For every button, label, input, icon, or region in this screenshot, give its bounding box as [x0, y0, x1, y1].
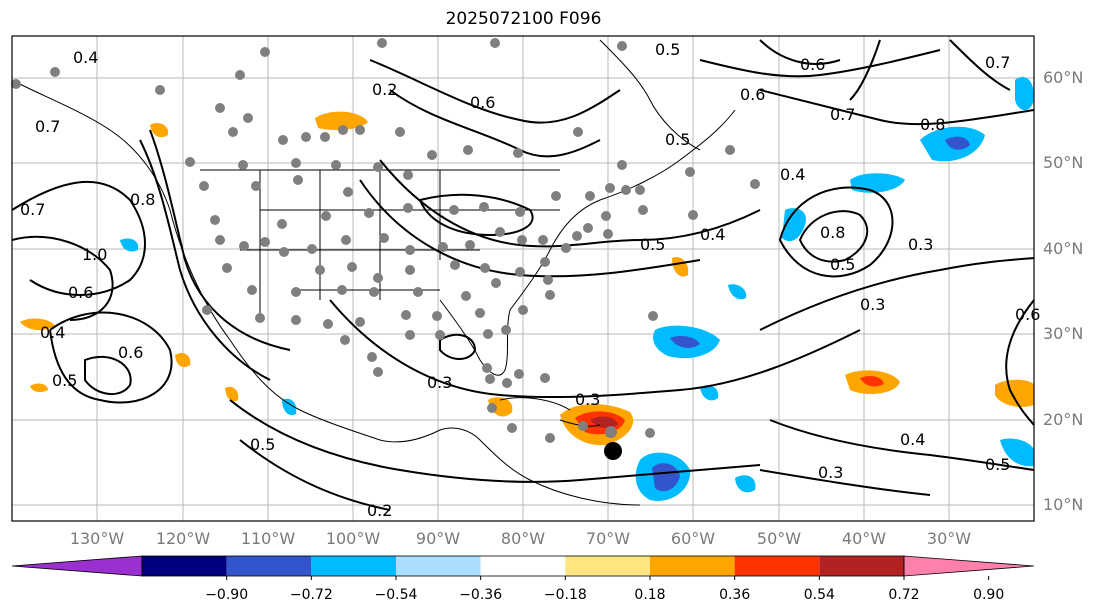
colorbar-extend-high [903, 555, 1035, 577]
colorbar-frame [141, 555, 905, 577]
contour-label: 1.0 [82, 245, 107, 264]
lon-label-80w: 80°W [500, 529, 546, 548]
contour-label: 0.2 [367, 501, 392, 520]
contour-label: 0.5 [640, 235, 665, 254]
lat-label-20n: 20°N [1043, 410, 1084, 429]
coastlines [11, 39, 736, 506]
contour-label: 0.4 [780, 165, 805, 184]
colorbar-segment [819, 556, 904, 576]
map-frame [11, 35, 1035, 522]
contour-label: 0.3 [575, 390, 600, 409]
station-markers [11, 38, 760, 443]
lon-label-40w: 40°W [841, 529, 887, 548]
contour-label: 0.4 [700, 225, 725, 244]
contour-label: 0.3 [860, 295, 885, 314]
contour-label: 0.7 [830, 105, 855, 124]
colorbar-tick-label: 0.90 [973, 587, 1005, 603]
lon-label-130w: 130°W [69, 529, 125, 548]
colorbar-segment [734, 556, 820, 576]
colorbar-tick-label: −0.18 [543, 587, 587, 603]
colorbar-segment [480, 556, 566, 576]
contour-label: 0.4 [900, 430, 925, 449]
contour-label: 0.7 [985, 53, 1010, 72]
lon-label-120w: 120°W [155, 529, 211, 548]
contour-label: 0.8 [130, 190, 155, 209]
lon-label-50w: 50°W [756, 529, 802, 548]
anomaly-shading [20, 76, 1035, 501]
contour-label: 0.6 [1015, 305, 1040, 324]
contour-label: 0.3 [818, 463, 843, 482]
lat-label-60n: 60°N [1043, 68, 1084, 87]
colorbar-segment [396, 556, 481, 576]
contour-label: 0.6 [740, 85, 765, 104]
lon-label-110w: 110°W [240, 529, 296, 548]
lat-label-50n: 50°N [1043, 153, 1084, 172]
contour-label: 0.6 [118, 343, 143, 362]
contour-label: 0.5 [665, 130, 690, 149]
contour-label: 0.3 [427, 373, 452, 392]
colorbar-segment [226, 556, 312, 576]
contour-label: 0.5 [985, 455, 1010, 474]
colorbar-tick-label: 0.36 [719, 587, 751, 603]
contour-lines [11, 39, 1035, 511]
contour-label: 0.3 [908, 235, 933, 254]
colorbar [11, 555, 1035, 580]
contour-label: 0.8 [820, 223, 845, 242]
contour-label: 0.8 [920, 115, 945, 134]
figure-title: 2025072100 F096 [445, 9, 602, 29]
colorbar-tick-label: 0.54 [803, 587, 835, 603]
contour-label: 0.5 [830, 255, 855, 274]
storm-station-marker [605, 426, 617, 438]
colorbar-segment [142, 556, 227, 576]
contour-label: 0.6 [470, 93, 495, 112]
contour-label: 0.4 [73, 48, 98, 67]
lat-label-40n: 40°N [1043, 239, 1084, 258]
colorbar-tick-label: −0.72 [289, 587, 333, 603]
lon-label-100w: 100°W [325, 529, 381, 548]
lat-label-30n: 30°N [1043, 324, 1084, 343]
contour-label: 0.4 [40, 323, 65, 342]
contour-label: 0.2 [372, 80, 397, 99]
lat-label-10n: 10°N [1043, 495, 1084, 514]
contour-label: 0.6 [68, 283, 93, 302]
colorbar-tick-label: −0.54 [374, 587, 418, 603]
colorbar-tick-label: −0.90 [205, 587, 249, 603]
colorbar-tick-label: −0.36 [459, 587, 503, 603]
contour-label: 0.5 [655, 40, 680, 59]
lon-label-70w: 70°W [585, 529, 631, 548]
contour-label: 0.7 [35, 117, 60, 136]
lon-label-90w: 90°W [415, 529, 461, 548]
contour-label: 0.5 [250, 435, 275, 454]
colorbar-tick-label: 0.72 [888, 587, 920, 603]
colorbar-segment [650, 556, 735, 576]
contour-label: 0.6 [800, 55, 825, 74]
colorbar-tick-label: 0.18 [634, 587, 666, 603]
contour-label: 0.7 [20, 200, 45, 219]
contour-label: 0.5 [52, 371, 77, 390]
lon-label-60w: 60°W [670, 529, 716, 548]
storm-center-marker [604, 442, 622, 460]
colorbar-extend-low [11, 555, 143, 577]
contour-label-layer: 0.4 0.5 0.6 0.7 0.8 1.0 0.6 0.5 0.4 0.3 … [20, 40, 1040, 520]
colorbar-segment [565, 556, 650, 576]
lon-label-30w: 30°W [926, 529, 972, 548]
colorbar-segment [311, 556, 396, 576]
